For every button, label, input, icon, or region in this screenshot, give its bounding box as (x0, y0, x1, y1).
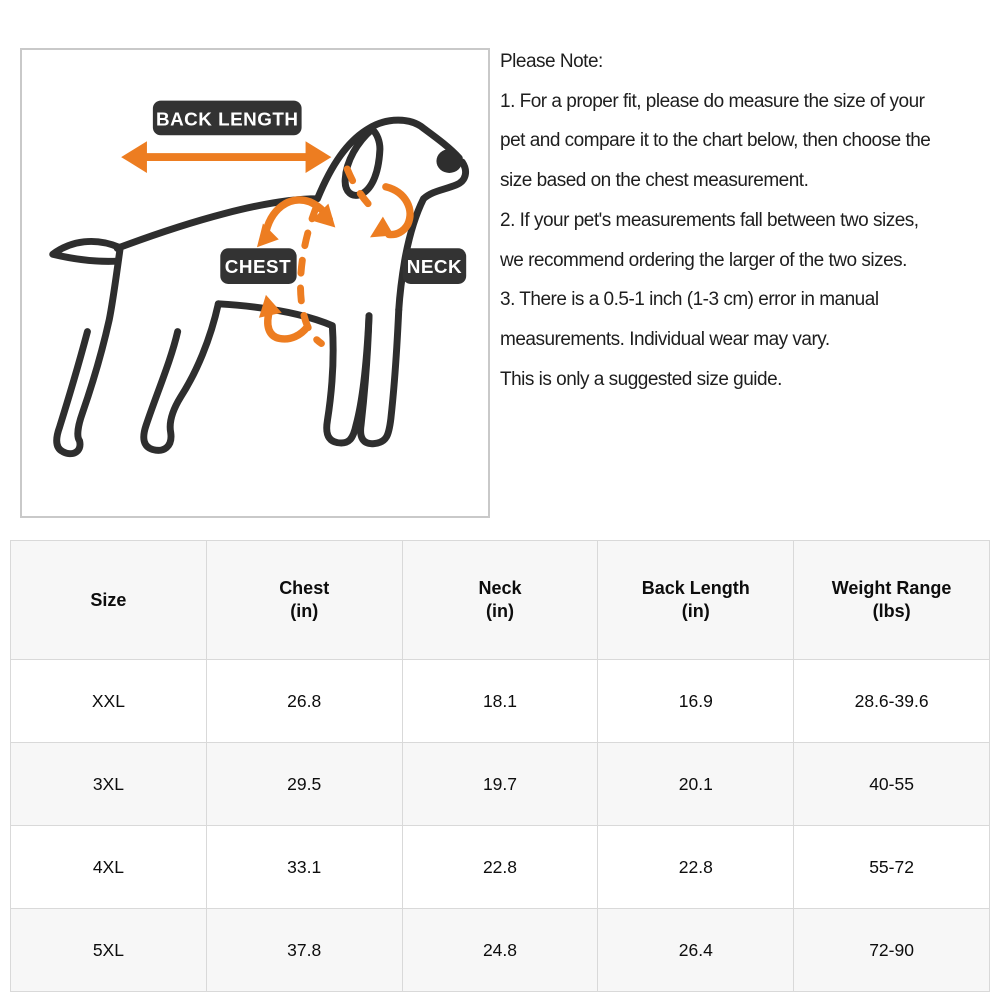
cell-chest: 26.8 (205, 659, 403, 743)
cell-size: 4XL (10, 825, 207, 909)
dog-outline-drawing (49, 116, 470, 458)
table-row-5xl: 5XL 37.8 24.8 26.4 72-90 (10, 908, 990, 992)
chest-arrowhead-down-icon (256, 223, 279, 248)
note-line-4: 2. If your pet's measurements fall betwe… (500, 209, 919, 231)
withers-arrowhead-icon (311, 203, 336, 228)
cell-chest: 33.1 (205, 825, 403, 909)
cell-back-length: 20.1 (597, 742, 795, 826)
back-length-label: BACK LENGTH (156, 108, 298, 129)
column-header-chest: Chest (in) (205, 540, 403, 660)
cell-weight: 55-72 (793, 825, 990, 909)
back-length-label-badge (152, 100, 302, 136)
cell-chest: 29.5 (205, 742, 403, 826)
header-row: Size Chest (in) Neck (in) Back Length (in) … (10, 540, 990, 660)
cell-neck: 19.7 (401, 742, 599, 826)
note-line-8: This is only a suggested size guide. (500, 368, 782, 390)
chest-girth-dashed-line (297, 203, 325, 347)
measurement-marks (121, 141, 414, 347)
table-row-xxl: XXL 26.8 18.1 16.9 28.6-39.6 (10, 659, 990, 743)
column-header-back-length: Back Length (in) (597, 540, 795, 660)
cell-weight: 28.6-39.6 (793, 659, 990, 743)
column-header-neck: Neck (in) (401, 540, 599, 660)
note-line-1: 1. For a proper fit, please do measure t… (500, 90, 925, 112)
cell-neck: 24.8 (401, 908, 599, 992)
neck-girth-dashed-line (343, 165, 379, 215)
dog-nose (436, 149, 463, 173)
dog-measurement-diagram: BACK LENGTH CHEST NECK (20, 48, 490, 518)
note-line-6: 3. There is a 0.5-1 inch (1-3 cm) error … (500, 289, 879, 311)
cell-back-length: 16.9 (597, 659, 795, 743)
note-line-5: we recommend ordering the larger of the … (500, 249, 907, 271)
arrowhead-left-icon (121, 141, 147, 173)
column-header-weight-range: Weight Range (lbs) (793, 540, 990, 660)
neck-label-badge (402, 248, 467, 284)
neck-arc (382, 183, 414, 239)
dog-diagram-svg: BACK LENGTH CHEST NECK (49, 100, 470, 458)
chest-label-badge (220, 248, 297, 284)
note-line-2: pet and compare it to the chart below, t… (500, 130, 931, 152)
cell-chest: 37.8 (205, 908, 403, 992)
cell-back-length: 22.8 (597, 825, 795, 909)
diagram-labels: BACK LENGTH CHEST NECK (152, 100, 467, 284)
cell-weight: 40-55 (793, 742, 990, 826)
cell-back-length: 26.4 (597, 908, 795, 992)
cell-weight: 72-90 (793, 908, 990, 992)
chest-label: CHEST (225, 256, 291, 277)
note-heading: Please Note: (500, 51, 603, 72)
arrowhead-right-icon (305, 141, 332, 173)
cell-neck: 22.8 (401, 825, 599, 909)
size-chart-table: Size Chest (in) Neck (in) Back Length (in) … (10, 540, 990, 992)
table-row-3xl: 3XL 29.5 19.7 20.1 40-55 (10, 742, 990, 826)
chest-bottom-arc (264, 306, 312, 343)
please-note-text: Please Note: 1. For a proper fit, please… (500, 42, 1000, 399)
neck-label: NECK (407, 256, 462, 277)
note-line-7: measurements. Individual wear may vary. (500, 328, 830, 350)
table-row-4xl: 4XL 33.1 22.8 22.8 55-72 (10, 825, 990, 909)
cell-size: XXL (10, 659, 207, 743)
cell-neck: 18.1 (401, 659, 599, 743)
column-header-size: Size (10, 540, 207, 660)
chest-arrowhead-up-icon (258, 294, 282, 318)
cell-size: 5XL (10, 908, 207, 992)
neck-arrowhead-icon (370, 216, 394, 238)
note-line-3: size based on the chest measurement. (500, 170, 809, 192)
cell-size: 3XL (10, 742, 207, 826)
